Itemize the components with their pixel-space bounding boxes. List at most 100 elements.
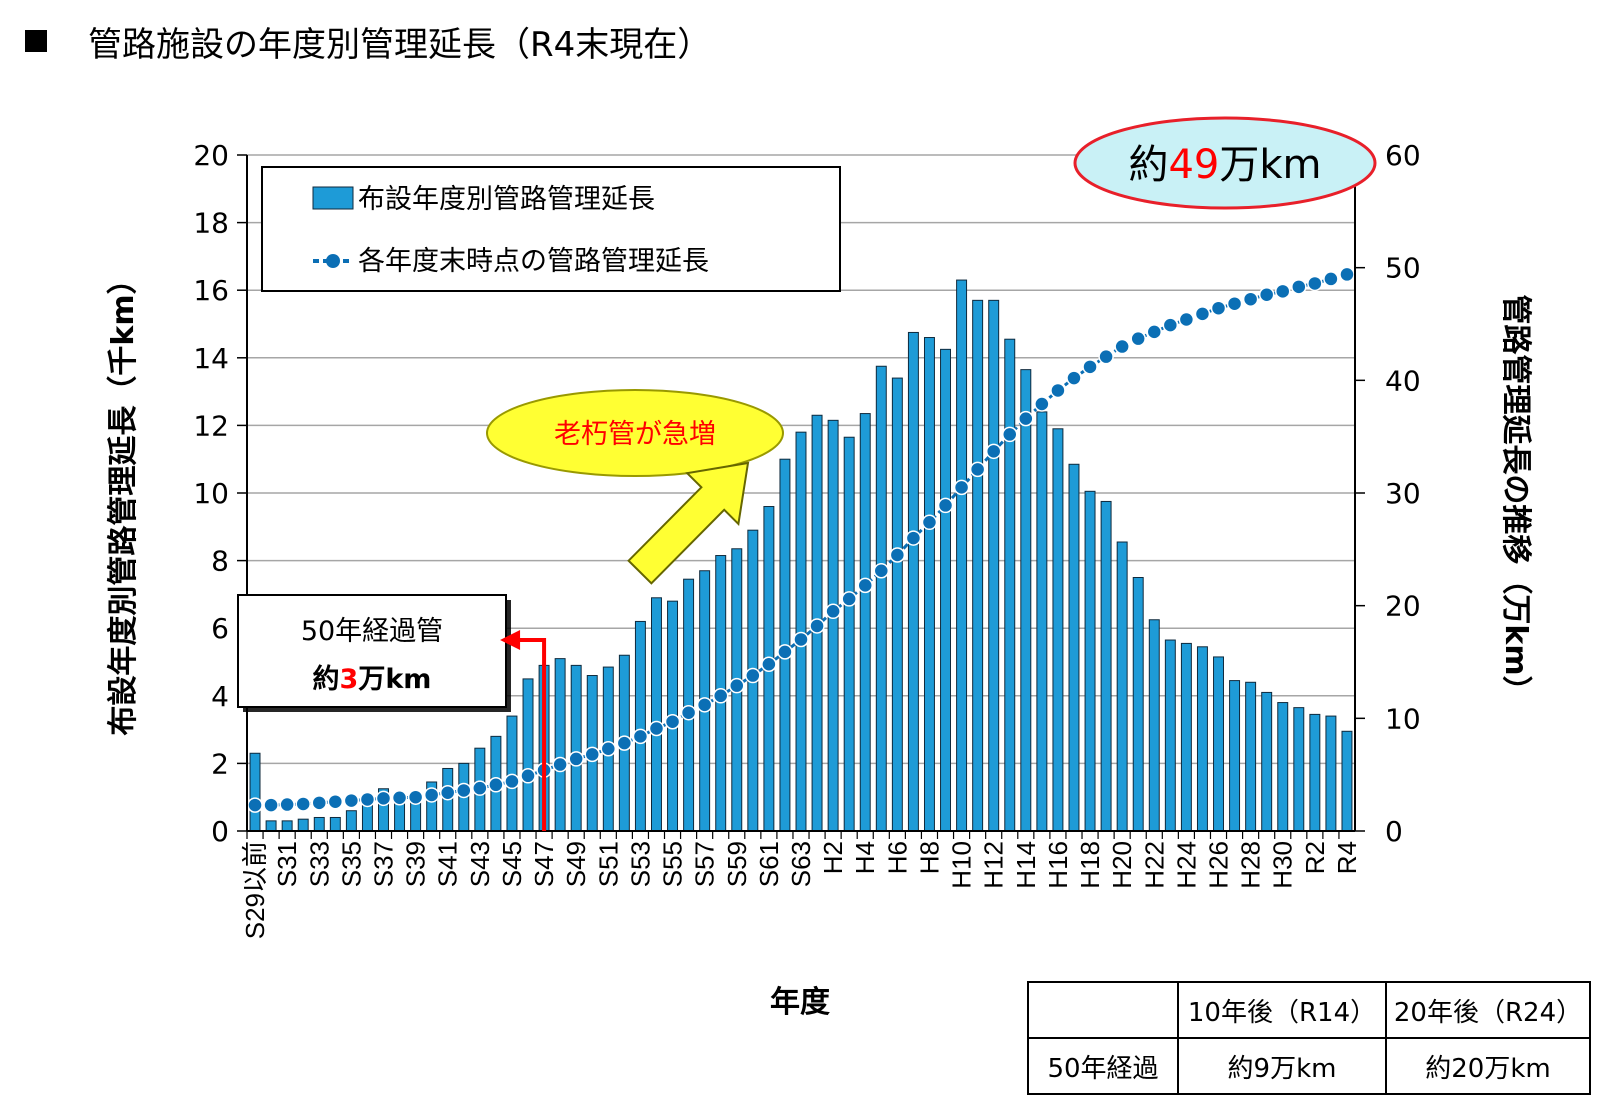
y-left-tick-label: 6 [211,612,229,645]
future-table-header-10y: 10年後（R14） [1188,998,1376,1028]
y-right-tick-label: 10 [1385,702,1421,735]
line-point [375,790,392,807]
bar [827,419,839,832]
line-point [1291,279,1307,295]
bar [1213,656,1224,832]
line-point [552,756,568,773]
bar [249,752,261,832]
title-bullet-icon [25,30,47,52]
line-point [311,795,328,811]
x-tick-label: H8 [914,841,944,874]
bar [1261,691,1273,832]
line-point [664,713,681,730]
line-point [1130,330,1146,347]
bar [1245,681,1257,832]
x-tick-label: S51 [593,841,623,887]
line-point [825,603,841,620]
x-tick-label: S39 [401,841,431,887]
x-tick-label: R2 [1300,841,1330,874]
future-table-value-20y: 約20万km [1425,1054,1550,1084]
y-right-tick-label: 40 [1385,364,1421,397]
x-tick-label: H6 [882,841,912,874]
line-point [1098,348,1114,365]
line-point [841,591,857,607]
bar [891,377,903,832]
bar [940,348,951,832]
line-point [1018,410,1034,427]
bar [1036,411,1048,832]
line-point [295,796,311,812]
x-tick-label: S61 [754,841,784,887]
bar [1229,680,1241,832]
total-length-text: 約49万km [1128,142,1321,188]
bar [1020,369,1032,832]
line-point [1274,283,1291,300]
bar [522,678,534,832]
x-tick-label: S45 [497,841,527,887]
page-title: 管路施設の年度別管理延長（R4末現在） [88,25,711,65]
x-tick-label: H4 [850,841,880,874]
line-point [616,735,633,751]
line-point [1034,396,1050,412]
bar [1196,646,1208,832]
bar [570,664,582,832]
fifty-year-value: 約3万km [313,663,432,695]
y-left-tick-label: 10 [193,477,229,510]
future-table-value-10y: 約9万km [1228,1054,1337,1084]
line-point [1050,382,1066,399]
bar [1004,338,1016,832]
bar [1132,577,1144,832]
bar [1341,730,1353,832]
x-tick-label: H18 [1075,841,1105,889]
bar [907,331,919,832]
y-right-tick-label: 50 [1385,252,1421,285]
legend-bar-swatch [312,186,354,210]
bar [313,816,325,832]
line-point [729,677,745,694]
cumulative-line [247,266,1355,813]
line-point [1066,370,1082,386]
y-left-tick-label: 20 [193,139,229,172]
y-left-tick-label: 2 [211,747,229,780]
bar [1116,541,1128,832]
bar [554,658,566,832]
x-tick-label: S35 [336,841,366,887]
line-point [905,530,922,546]
bar [795,431,807,832]
line-point [1323,271,1339,287]
x-tick-label: H30 [1268,841,1298,889]
bar [345,810,357,832]
x-tick-label: H22 [1139,841,1169,889]
bar [1309,713,1321,832]
y-left-tick-label: 16 [193,274,229,307]
right-axis-title: 管路管理延長の推移（万km） [1498,294,1533,705]
y-right-tick-label: 0 [1385,815,1403,848]
line-point [343,792,360,809]
bar [1052,428,1064,832]
x-tick-label: H2 [818,841,848,874]
bars [249,279,1353,832]
line-point [793,631,809,648]
line-point [1082,359,1098,375]
x-tick-label: S47 [529,841,559,887]
line-point [1307,275,1323,292]
line-point [712,688,729,704]
rapid-increase-arrow-icon [627,461,750,585]
line-point [1226,295,1243,312]
line-point [1162,317,1179,333]
x-tick-label: S37 [368,841,398,887]
x-tick-label: S29以前 [240,841,270,939]
y-left-tick-label: 12 [193,409,229,442]
fifty-year-marker-line [518,638,547,831]
future-table-row-label: 50年経過 [1047,1054,1158,1084]
line-point [472,780,488,796]
y-left-tick-label: 8 [211,545,229,578]
line-point [1339,266,1355,283]
line-point [745,667,761,684]
bar [1100,500,1112,832]
x-tick-label: S43 [465,841,495,887]
future-table: 10年後（R14） 20年後（R24） 50年経過 約9万km 約20万km [1027,981,1591,1095]
bar [972,299,984,832]
line-point [761,656,777,673]
